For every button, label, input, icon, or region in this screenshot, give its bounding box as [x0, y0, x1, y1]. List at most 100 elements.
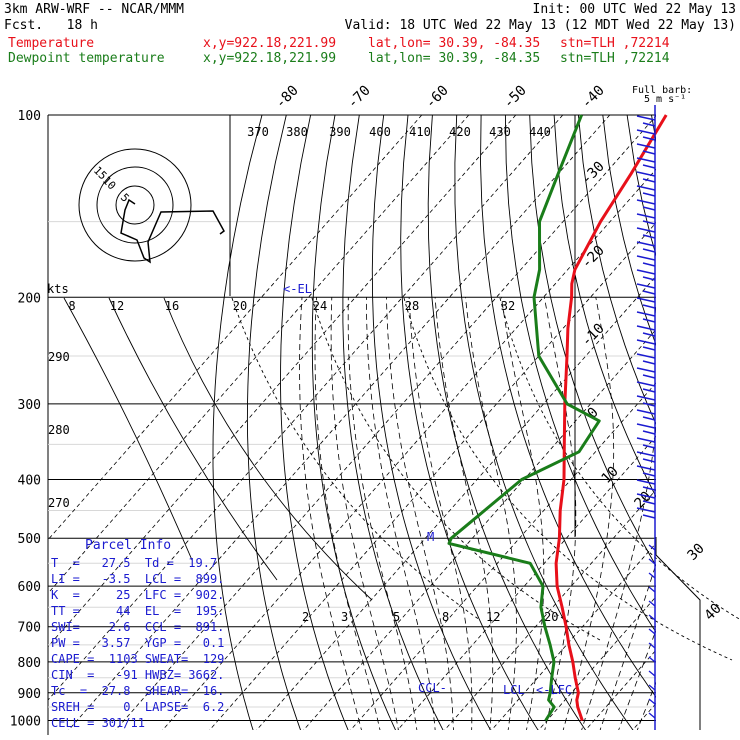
- isotherm--40: [256, 275, 656, 730]
- wind-barb-light: [648, 684, 656, 691]
- theta-e-label-390: 390: [329, 125, 351, 139]
- parcel-info-row: CAPE = 1103 SWEAT= 129: [51, 652, 225, 666]
- dry-adiabat-330: [504, 115, 656, 633]
- wind-barb: [636, 409, 656, 421]
- pressure-label-1000: 1000: [10, 715, 41, 730]
- isotherm--100: [48, 115, 517, 648]
- isotherm--30: [303, 328, 656, 730]
- wind-ring-label-24: 24: [313, 299, 327, 313]
- mixing-ratio-label-2: 2: [302, 610, 309, 624]
- isotherm-0: [444, 489, 656, 730]
- temperature-label--70: -70: [345, 83, 374, 112]
- moist-adiabat-40: [636, 681, 656, 730]
- pressure-label-800: 800: [18, 656, 41, 671]
- dry-adiabat-320: [480, 115, 656, 698]
- dry-adiabat-360: [577, 115, 656, 425]
- wind-ring-arc-8: [63, 297, 193, 561]
- wind-barb-light: [648, 614, 656, 621]
- wind-barb: [636, 129, 656, 141]
- wind-ring-label-32: 32: [501, 299, 515, 313]
- wind-barb: [636, 171, 656, 183]
- model-title: 3km ARW-WRF -- NCAR/MMM: [4, 2, 185, 17]
- mixing-ratio-label-12: 12: [486, 610, 500, 624]
- moist-adiabat--20: [299, 297, 362, 730]
- theta-e-label-430: 430: [489, 125, 511, 139]
- isotherm--70: [115, 115, 656, 730]
- wind-barb: [636, 241, 656, 253]
- wind-barb: [636, 367, 656, 379]
- wind-ring-arc-20: [231, 297, 481, 621]
- dry-adiabat-390: [651, 115, 656, 143]
- theta-label-270: 270: [48, 496, 70, 510]
- temperature-label--40: -40: [579, 83, 608, 112]
- wind-barb-light: [648, 670, 656, 677]
- el-annotation: <-EL: [283, 282, 312, 296]
- wind-barb: [636, 493, 656, 505]
- temperature-label--50: -50: [501, 83, 530, 112]
- wind-barb: [636, 339, 656, 351]
- wind-barb: [636, 353, 656, 365]
- mu-annotation: M: [427, 530, 434, 544]
- hodograph-ring-inner: [115, 185, 155, 225]
- dry-adiabat-300: [427, 115, 587, 730]
- isotherm--20: [350, 382, 656, 730]
- wind-barb-light: [648, 642, 656, 649]
- wind-ring-arc-12: [108, 297, 278, 581]
- parcel-info-row: PW = 3.57 YGP = 0.1: [51, 636, 225, 650]
- wind-barb: [636, 381, 656, 393]
- wind-barbs: Full barb:5 m s⁻¹: [632, 85, 692, 730]
- pressure-label-600: 600: [18, 580, 41, 595]
- dry-adiabat-290: [400, 115, 539, 730]
- temperature-label--60: -60: [423, 83, 452, 112]
- theta-e-label-380: 380: [286, 125, 308, 139]
- parcel-info-row: TT = 44 EL = 195.: [51, 604, 225, 618]
- isotherm--120: [48, 115, 423, 541]
- dry-adiabat-370: [602, 115, 656, 346]
- sounding-traces: <-EL CCL- LCL <-LFC M: [283, 114, 668, 722]
- wind-barb-light: [648, 586, 656, 593]
- wind-barb: [636, 157, 656, 169]
- dewpoint-xy: x,y=922.18,221.99: [203, 51, 337, 66]
- theta-e-label-400: 400: [369, 125, 391, 139]
- pressure-label-700: 700: [18, 621, 41, 636]
- moist-adiabat-16: [501, 297, 545, 730]
- temperature-label--80: -80: [273, 83, 302, 112]
- temperature-label-20: 20: [632, 489, 655, 512]
- wind-barb: [636, 325, 656, 337]
- wind-ring-arc-16: [163, 297, 373, 601]
- diagram-right-edge: [655, 537, 701, 730]
- parcel-info-row: SREH = 0 LAPSE= 6.2: [51, 700, 225, 714]
- wind-barb-light: [648, 712, 656, 719]
- wind-barb: [636, 227, 656, 239]
- wind-barb: [636, 395, 656, 407]
- wind-barb-light: [648, 698, 656, 705]
- parcel-info-row: CELL = 301/11: [51, 716, 145, 730]
- dry-adiabat-240: [246, 115, 301, 730]
- parcel-info-panel: Parcel Info T = 27.5 Td = 19.7 LI = -3.5 …: [49, 539, 229, 736]
- wind-barb-light: [648, 600, 656, 607]
- isotherm-60: [724, 115, 740, 733]
- wind-barb: [636, 185, 656, 197]
- dry-adiabat-350: [553, 115, 656, 498]
- dry-adiabat-230: [212, 115, 263, 730]
- isotherm--10: [397, 435, 656, 730]
- temperature-label-10: 10: [599, 464, 622, 487]
- isotherm-50: [677, 115, 740, 733]
- moist-adiabat-32: [599, 562, 656, 730]
- init-time: Init: 00 UTC Wed 22 May 13: [532, 2, 737, 17]
- wind-barb: [636, 283, 656, 295]
- temperature-label-30: 30: [685, 541, 708, 564]
- isobar-grid: 100 200 300 400 500 600 700 800 900 1000: [10, 109, 701, 735]
- dry-adiabat-280: [371, 115, 491, 730]
- moist-adiabat-8: [434, 297, 494, 730]
- isotherm-lines: [48, 115, 740, 733]
- moist-adiabat--16: [314, 297, 381, 730]
- parcel-info-row: T = 27.5 Td = 19.7: [51, 556, 218, 570]
- pressure-label-400: 400: [18, 474, 41, 489]
- moist-adiabat--12: [330, 297, 399, 730]
- isotherm--110: [48, 115, 470, 594]
- dewpoint-legend: Dewpoint temperature: [8, 51, 165, 66]
- wind-barb: [636, 115, 656, 127]
- isotherm--80: [68, 115, 611, 730]
